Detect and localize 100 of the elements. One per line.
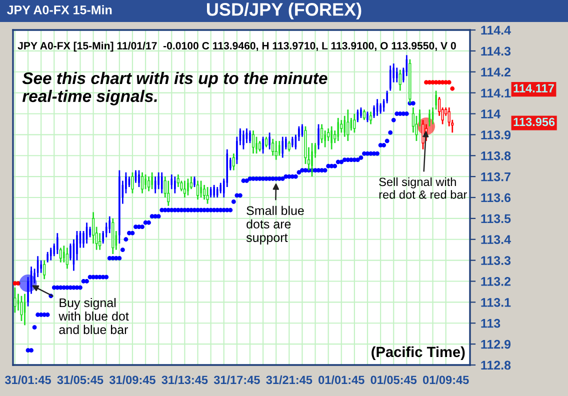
y-tick-label: 113.4 <box>481 235 511 244</box>
candlestick <box>40 260 42 274</box>
x-tick-label: 31/21:45 <box>266 375 312 384</box>
candlestick <box>138 170 140 188</box>
chart-title: USD/JPY (FOREX) <box>206 2 362 20</box>
candlestick <box>330 126 332 150</box>
candlestick <box>369 110 372 125</box>
candlestick <box>232 152 235 171</box>
candlestick <box>89 226 91 238</box>
point <box>446 80 452 85</box>
x-tick-label: 01/09:45 <box>423 375 469 384</box>
text: 114.117 <box>514 84 554 92</box>
y-tick-label: 113.5 <box>481 214 511 224</box>
y-tick-label: 113.8 <box>481 151 511 160</box>
candlestick <box>200 180 202 198</box>
candlestick <box>262 136 264 154</box>
candlestick <box>213 184 215 198</box>
text: 113.956 <box>514 118 555 126</box>
candlestick <box>59 247 62 264</box>
y-tick-label: 113.2 <box>481 277 511 286</box>
y-tick-label: 113.6 <box>481 193 511 202</box>
y-tick-label: 114.1 <box>481 88 511 98</box>
candlestick <box>346 108 350 142</box>
candlestick <box>70 242 72 262</box>
candlestick <box>252 130 255 154</box>
candlestick <box>258 140 262 152</box>
point <box>16 281 20 286</box>
y-tick-label: 113.1 <box>481 298 511 307</box>
y-tick-label: 112.8 <box>481 360 511 370</box>
chart-subtitle: JPY A0-FX 15-Min <box>7 5 112 14</box>
annotation: (Pacific Time) <box>372 346 465 360</box>
candlestick <box>320 124 324 144</box>
point <box>450 86 455 91</box>
candlestick <box>66 247 69 270</box>
candlestick <box>242 130 244 150</box>
x-tick-label: 31/17:45 <box>214 375 260 384</box>
candlestick <box>337 117 340 142</box>
candlestick <box>318 124 320 150</box>
candlestick <box>288 140 290 152</box>
candlestick <box>50 247 52 262</box>
candlestick <box>435 90 437 110</box>
candlestick <box>292 136 294 148</box>
annotation: JPY A0-FX [15-Min] 11/01/17 -0.0100 C 113.9460, H 113.9710, L 113.9100, O 113.9550, V 0 <box>18 42 456 52</box>
candlestick <box>282 136 284 158</box>
candlestick <box>249 130 251 144</box>
candlestick <box>46 251 48 264</box>
candlestick <box>174 176 176 194</box>
annotation: See this chart with its up to the minute real-time signals. <box>22 72 328 106</box>
candlestick <box>183 180 186 198</box>
annotation: Sell signal with red dot & red bar <box>379 177 467 199</box>
candlestick <box>380 102 382 114</box>
candlestick <box>360 106 362 119</box>
candlestick <box>108 216 111 234</box>
candlestick <box>398 69 402 92</box>
candlestick <box>118 170 120 244</box>
candlestick <box>170 174 173 190</box>
candlestick <box>176 174 180 188</box>
candlestick <box>274 140 278 161</box>
annotation: Small blue dots are support <box>246 206 304 244</box>
candlestick <box>396 66 398 84</box>
candlestick <box>366 110 368 123</box>
candlestick <box>20 295 23 322</box>
candlestick <box>196 180 200 200</box>
candlestick <box>362 108 366 121</box>
annotation: Buy signal with blue dot and blue bar <box>58 298 129 334</box>
candlestick <box>158 172 160 190</box>
candlestick <box>131 172 134 194</box>
candlestick <box>278 140 280 156</box>
x-tick-label: 31/09:45 <box>109 375 156 384</box>
y-tick-label: 113.3 <box>481 256 511 265</box>
y-tick-label: 114.3 <box>481 46 511 56</box>
candlestick <box>202 184 206 200</box>
candlestick <box>353 113 356 134</box>
candlestick <box>151 172 153 190</box>
y-tick-label: 113.9 <box>481 130 511 140</box>
candlestick <box>167 180 170 207</box>
candlestick <box>422 119 424 150</box>
x-tick-label: 31/01:45 <box>4 375 51 384</box>
y-tick-label: 113.7 <box>481 172 510 182</box>
x-tick-label: 01/01:45 <box>318 375 364 384</box>
candlestick <box>144 174 146 190</box>
candlestick <box>272 138 274 156</box>
candlestick <box>187 178 189 196</box>
candlestick <box>206 186 209 204</box>
candlestick <box>194 176 196 188</box>
candlestick <box>147 176 150 192</box>
x-tick-label: 01/05:45 <box>370 375 417 384</box>
candlestick <box>220 182 222 194</box>
y-tick-label: 112.9 <box>481 340 511 349</box>
y-tick-label: 114.4 <box>481 26 511 35</box>
y-tick-label: 114.2 <box>481 68 511 76</box>
x-tick-label: 31/13:45 <box>162 375 208 384</box>
candlestick <box>56 232 58 255</box>
candlestick <box>17 293 20 312</box>
x-tick-label: 31/05:45 <box>57 375 104 384</box>
y-tick-label: 113 <box>481 318 500 328</box>
y-tick-label: 114 <box>481 110 501 118</box>
candlestick <box>140 172 144 194</box>
candlestick <box>428 108 430 128</box>
candlestick <box>43 260 46 280</box>
